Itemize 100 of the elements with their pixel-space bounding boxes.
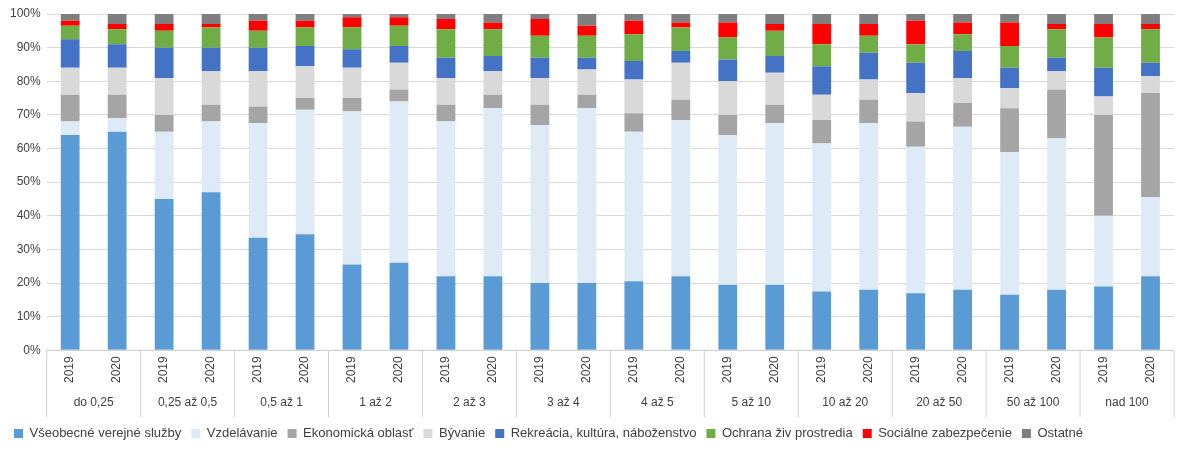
bar (577, 94, 597, 109)
x-tick-label: 2020 (109, 355, 124, 384)
bar (671, 27, 691, 51)
bar (624, 281, 644, 350)
bar (718, 284, 738, 350)
bar (624, 131, 644, 282)
text: 1 až 2 (359, 395, 393, 410)
y-tick-label: 40% (16, 208, 42, 223)
bar (60, 25, 80, 40)
bar (154, 47, 174, 78)
bar (1141, 276, 1160, 350)
y-tick-label: 60% (16, 140, 42, 155)
bar (483, 22, 503, 30)
bar (1094, 286, 1113, 350)
text: 50 až 100 (1006, 395, 1060, 410)
bar (248, 30, 268, 48)
bar (765, 24, 785, 31)
bar (624, 34, 644, 62)
bar (812, 24, 832, 45)
bar (107, 29, 127, 45)
bar (295, 98, 315, 110)
bar (1094, 114, 1113, 216)
bar (765, 30, 785, 57)
bar (154, 131, 174, 199)
x-tick-label: 2020 (1048, 355, 1063, 384)
bar (1094, 215, 1113, 287)
bar (1047, 57, 1066, 72)
bar (154, 198, 174, 350)
bar (1000, 14, 1019, 23)
bar (953, 126, 973, 290)
bar (1047, 289, 1066, 350)
bar (671, 22, 691, 28)
bar (201, 121, 221, 193)
text: nad 100 (1105, 395, 1150, 410)
bar (1141, 29, 1160, 63)
bar (530, 57, 550, 78)
bar (1141, 197, 1160, 277)
bar (483, 14, 503, 23)
bar (765, 123, 785, 285)
bar (342, 27, 362, 50)
y-tick-label: 20% (16, 275, 42, 290)
bar (859, 123, 879, 290)
bar (953, 103, 973, 127)
x-tick-label: 2020 (767, 355, 782, 384)
bar (248, 14, 268, 21)
bar (765, 284, 785, 350)
bar (530, 19, 550, 36)
bar (107, 94, 127, 119)
bar (812, 291, 832, 350)
bar (577, 283, 597, 350)
legend-label: Všeobecné verejné služby (29, 425, 182, 441)
bar (1141, 14, 1160, 25)
x-tick-label: 2019 (156, 355, 171, 384)
bar (859, 99, 879, 124)
bar (389, 262, 409, 350)
bar (1094, 67, 1113, 97)
bar (530, 283, 550, 350)
bar (342, 49, 362, 68)
bar (1047, 138, 1066, 290)
bar (201, 192, 221, 350)
bar (577, 25, 597, 36)
bar (906, 44, 926, 63)
bar (1000, 45, 1019, 68)
x-tick-label: 2019 (814, 355, 829, 384)
bar (248, 47, 268, 72)
bar (1000, 151, 1019, 295)
x-tick-label: 2019 (720, 355, 735, 384)
bar (248, 237, 268, 350)
bar (1094, 24, 1113, 38)
bar (859, 52, 879, 80)
bar (295, 27, 315, 46)
legend-label: Ostatné (1037, 425, 1083, 441)
bar (248, 106, 268, 124)
bar (60, 94, 80, 122)
bar (718, 59, 738, 82)
bar (1094, 14, 1113, 25)
bar (201, 104, 221, 122)
text: 0,25 až 0,5 (157, 395, 218, 410)
bar (906, 62, 926, 94)
bar (201, 47, 221, 72)
legend-label: Ekonomická oblasť (303, 425, 414, 441)
bar (671, 119, 691, 277)
bar (1094, 37, 1113, 68)
x-tick-label: 2020 (485, 355, 500, 384)
bar (671, 276, 691, 350)
x-tick-label: 2020 (954, 355, 969, 384)
bar (1000, 87, 1019, 109)
bar (342, 98, 362, 112)
bar (953, 289, 973, 350)
bar (765, 104, 785, 124)
bar (718, 135, 738, 285)
y-tick-label: 100% (9, 6, 42, 21)
bar (953, 50, 973, 78)
x-tick-label: 2019 (1001, 355, 1016, 384)
x-tick-label: 2020 (1142, 355, 1157, 384)
bar (342, 264, 362, 350)
bar (107, 131, 127, 350)
text: 20 až 50 (916, 395, 963, 410)
bar (107, 118, 127, 132)
bar (342, 111, 362, 265)
